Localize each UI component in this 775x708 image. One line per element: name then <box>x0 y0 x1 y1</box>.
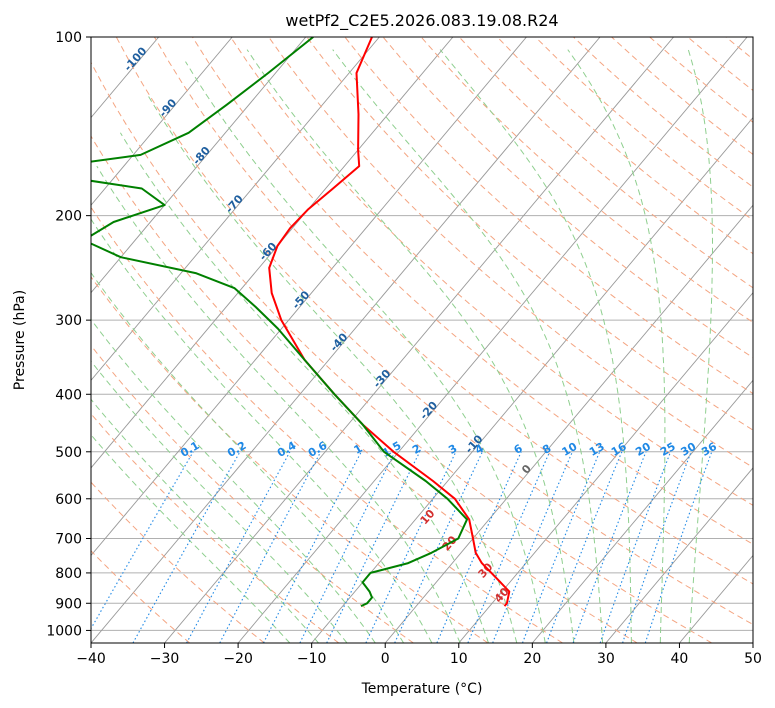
isotherm-line <box>91 37 454 469</box>
y-tick-label: 400 <box>55 387 82 403</box>
x-tick-label: −20 <box>223 651 253 667</box>
moist-adiabat-line <box>439 49 632 643</box>
dry-adiabat-line <box>268 37 753 468</box>
x-tick-label: 10 <box>450 651 468 667</box>
moist-adiabat-line <box>146 94 518 643</box>
mixing-ratio-line <box>546 451 623 643</box>
y-tick-label: 600 <box>55 492 82 508</box>
moist-adiabat-line <box>185 61 546 643</box>
isotherm-line <box>531 379 753 643</box>
y-tick-label: 1000 <box>46 623 82 639</box>
isotherm-line <box>458 292 753 643</box>
isotherm-line <box>91 37 307 294</box>
x-axis-label: Temperature (°C) <box>361 681 483 697</box>
mixing-ratio-line <box>492 451 573 643</box>
isotherm-line <box>164 37 674 643</box>
dewpoint-profile-line <box>91 37 468 608</box>
x-tick-label: 20 <box>523 651 541 667</box>
dry-adiabat-line <box>458 37 753 289</box>
y-tick-label: 900 <box>55 596 82 612</box>
moist-adiabat-line <box>567 49 666 643</box>
x-tick-label: 0 <box>381 651 390 667</box>
dry-adiabat-line <box>115 37 753 626</box>
moist-adiabat-line <box>91 218 433 643</box>
chart-title: wetPf2_C2E5.2026.083.19.08.R24 <box>285 11 558 31</box>
x-tick-label: 40 <box>671 651 689 667</box>
x-tick-label: −10 <box>297 651 327 667</box>
mixing-ratio-lines <box>91 451 713 643</box>
mixing-ratio-line <box>644 451 713 643</box>
pressure-gridlines <box>91 37 753 631</box>
mixing-ratio-line <box>622 451 692 643</box>
dry-adiabat-line <box>230 37 753 506</box>
isotherm-line <box>605 467 753 643</box>
y-tick-label: 300 <box>55 313 82 329</box>
axes: −40 −30 −20 −10 0 10 20 30 40 50 100 200 300 400 500 60… <box>46 30 762 667</box>
x-tick-label: −40 <box>76 651 106 667</box>
dry-adiabat-line <box>306 37 753 431</box>
dry-adiabat-line <box>91 481 265 643</box>
mixing-ratio-line <box>219 451 322 643</box>
y-tick-label: 200 <box>55 209 82 225</box>
y-axis-label: Pressure (hPa) <box>12 290 28 390</box>
dry-adiabat-line <box>91 276 489 643</box>
plot-frame <box>90 36 754 644</box>
moist-adiabat-line <box>91 434 291 643</box>
moist-adiabat-line <box>91 271 405 643</box>
mixing-ratio-line <box>186 451 291 643</box>
isotherm-line <box>91 37 380 382</box>
y-tick-label: 700 <box>55 532 82 548</box>
isotherm-line <box>237 37 748 643</box>
moist-adiabat-line <box>332 49 604 643</box>
isotherm-line <box>91 37 233 206</box>
mixing-ratio-line <box>572 451 647 643</box>
moist-adiabat-line <box>687 49 713 643</box>
mixing-ratio-line <box>299 451 396 643</box>
dry-adiabat-line <box>91 344 414 643</box>
skewed-isotherms <box>91 37 753 643</box>
moist-adiabat-line <box>96 165 461 643</box>
dry-adiabat-line <box>153 37 753 585</box>
moist-adiabat-line <box>91 360 348 643</box>
dry-adiabat-line <box>91 206 563 643</box>
mixing-ratio-line <box>521 451 601 643</box>
y-tick-label: 500 <box>55 445 82 461</box>
isotherm-line <box>91 37 601 643</box>
dry-adiabat-line <box>91 550 191 643</box>
dry-adiabat-line <box>91 61 713 643</box>
moist-adiabat-line <box>91 318 376 643</box>
mixing-ratio-line <box>436 451 522 643</box>
x-tick-label: 50 <box>744 651 762 667</box>
x-tick-label: −30 <box>150 651 180 667</box>
isotherm-line <box>384 204 753 643</box>
mixing-ratio-line <box>326 451 421 643</box>
mixing-ratio-line <box>467 451 551 643</box>
moist-adiabat-line <box>119 132 489 643</box>
mixing-ratio-line <box>599 451 672 643</box>
moist-adiabat-line <box>91 398 319 643</box>
isotherm-line <box>91 37 527 557</box>
profile-series <box>91 37 511 608</box>
x-tick-label: 30 <box>597 651 615 667</box>
dry-adiabat-line <box>192 37 753 545</box>
mixing-ratio-line <box>132 451 241 643</box>
y-tick-label: 100 <box>55 30 82 46</box>
y-tick-label: 800 <box>55 566 82 582</box>
